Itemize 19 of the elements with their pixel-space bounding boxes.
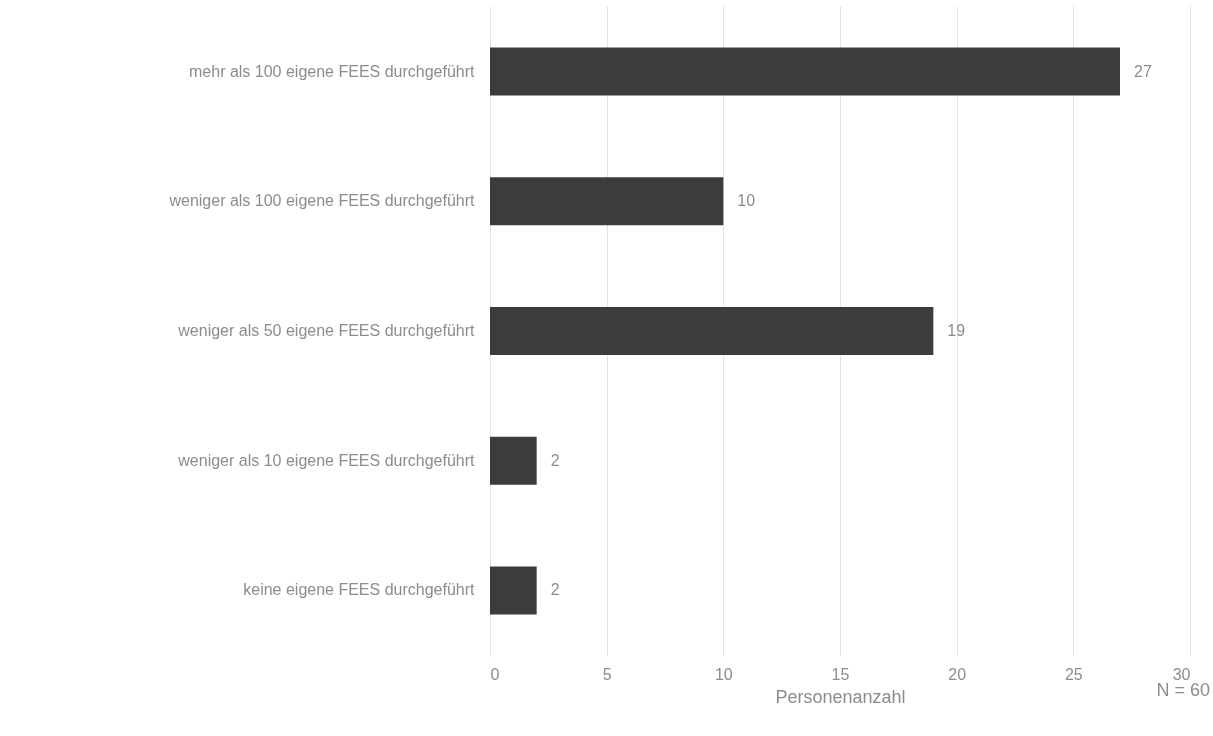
x-tick-label: 15: [831, 665, 850, 683]
x-tick-label: 20: [948, 665, 967, 683]
x-tick-label: 10: [714, 665, 733, 683]
x-tick-label: 30: [1172, 665, 1191, 683]
data-label: 10: [737, 192, 756, 210]
y-tick-label: weniger als 100 eigene FEES durchgeführt: [168, 192, 476, 210]
x-tick-label: 25: [1064, 665, 1083, 683]
data-label: 27: [1134, 62, 1152, 80]
x-tick-label: 0: [490, 665, 500, 683]
text: N = 60: [1156, 680, 1210, 700]
y-tick-label: keine eigene FEES durchgeführt: [243, 581, 476, 599]
data-label: 19: [947, 322, 966, 339]
x-axis-title: Personenanzahl: [775, 686, 906, 707]
y-tick-label: weniger als 10 eigene FEES durchgeführt: [177, 451, 476, 469]
y-tick-label: weniger als 50 eigene FEES durchgeführt: [177, 322, 476, 339]
data-label: 2: [550, 581, 560, 599]
y-tick-label: mehr als 100 eigene FEES durchgeführt: [189, 62, 476, 80]
data-label: 2: [550, 451, 560, 469]
x-tick-label: 5: [602, 665, 612, 683]
